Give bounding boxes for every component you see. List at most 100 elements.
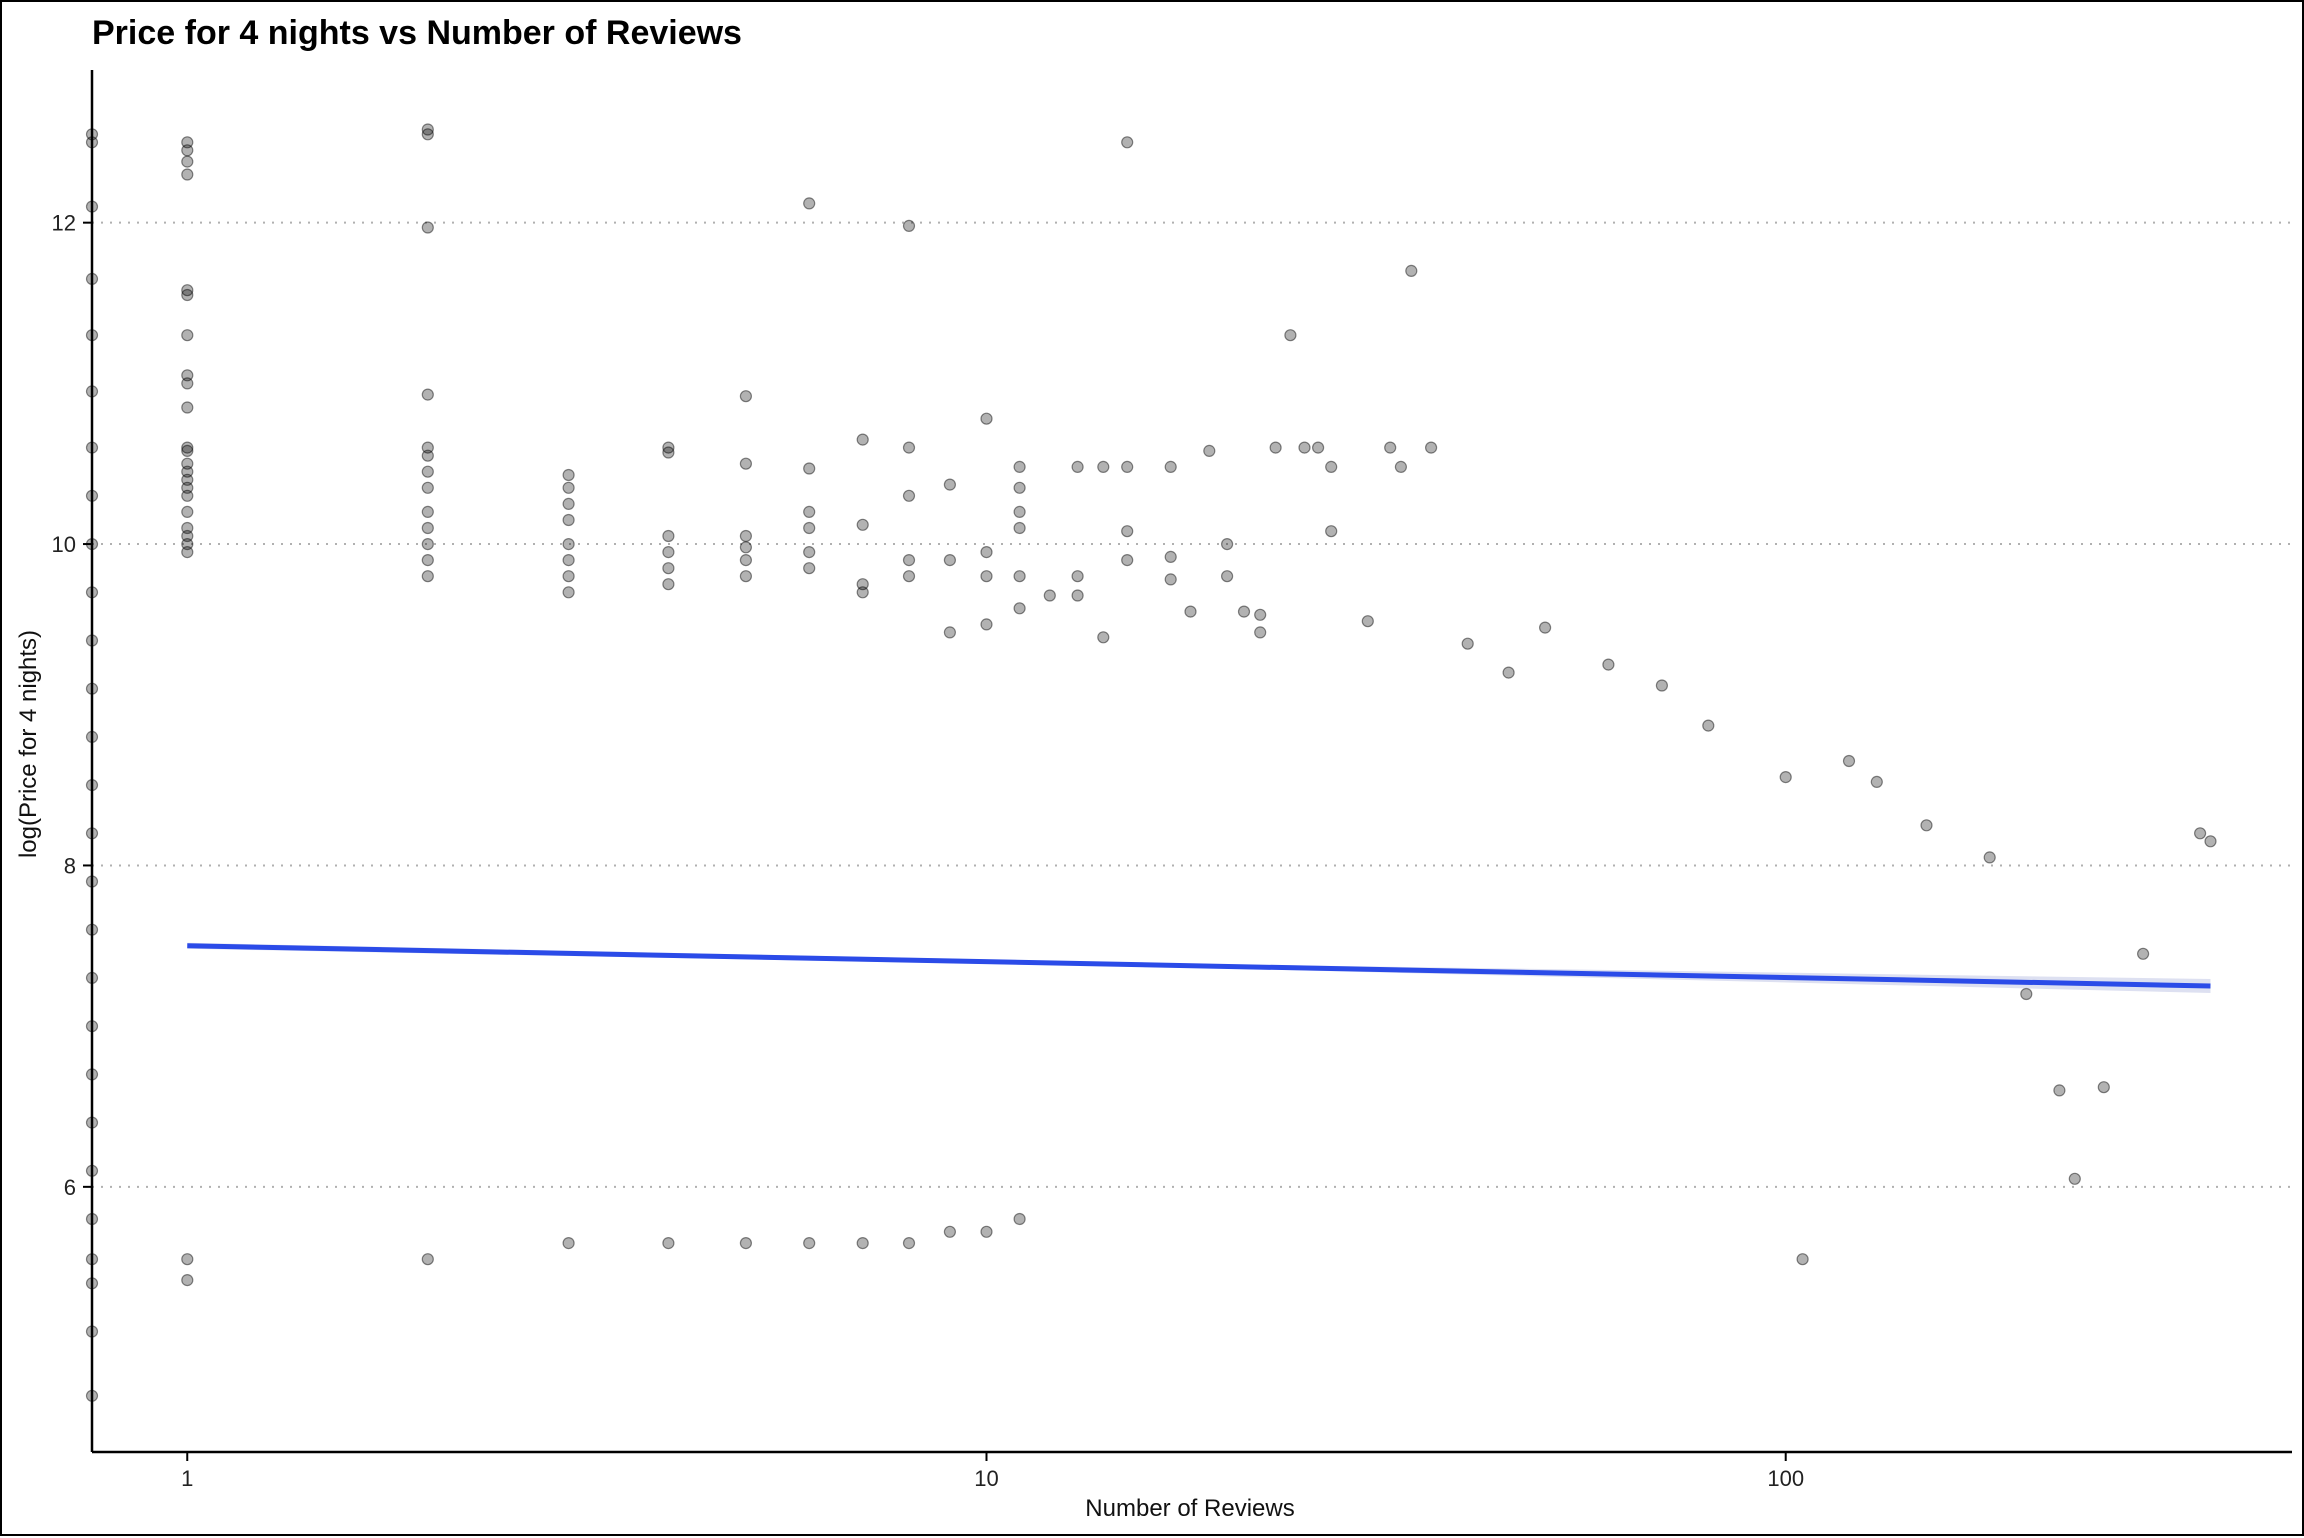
data-point <box>1311 441 1325 454</box>
data-point <box>1461 637 1474 650</box>
data-point <box>856 518 869 531</box>
data-point <box>1405 264 1418 277</box>
data-point <box>662 545 675 559</box>
data-point <box>1655 679 1669 692</box>
data-point <box>1284 329 1297 342</box>
data-point <box>803 521 816 535</box>
data-point <box>562 586 575 599</box>
data-point <box>902 441 916 454</box>
data-point <box>1325 525 1338 538</box>
data-point <box>421 449 434 462</box>
chart-title: Price for 4 nights vs Number of Reviews <box>92 14 742 52</box>
data-point <box>1071 460 1084 473</box>
data-point <box>421 570 434 583</box>
y-tick-label: 8 <box>64 853 76 878</box>
data-point <box>1394 460 1408 473</box>
data-point <box>902 570 916 583</box>
data-point <box>181 1273 194 1287</box>
data-point <box>943 626 957 639</box>
data-point <box>1013 1212 1026 1226</box>
data-point <box>1121 525 1134 538</box>
data-point <box>1361 615 1374 628</box>
data-point <box>1870 775 1883 789</box>
data-point <box>662 441 675 454</box>
x-axis-ticks: 1 10 100 <box>181 1452 1804 1491</box>
data-point <box>181 329 194 342</box>
data-point <box>1298 441 1311 454</box>
data-point <box>662 578 675 591</box>
data-point <box>181 1253 194 1266</box>
data-point <box>2097 1081 2110 1094</box>
trend-line <box>187 943 2211 989</box>
data-point <box>803 462 816 475</box>
data-point <box>662 562 675 575</box>
data-point <box>181 444 194 457</box>
data-point <box>1842 754 1856 768</box>
data-point <box>856 433 869 446</box>
data-point <box>181 144 194 157</box>
data-point <box>1779 770 1792 784</box>
data-point <box>181 473 194 486</box>
data-point <box>421 1253 434 1266</box>
data-point <box>181 481 194 494</box>
data-point <box>181 401 194 414</box>
data-point <box>2053 1084 2066 1097</box>
data-points <box>85 123 2217 1402</box>
data-point <box>562 513 575 527</box>
data-point <box>739 541 753 554</box>
data-point <box>1164 550 1177 564</box>
y-axis-label: log(Price for 4 nights) <box>15 630 42 858</box>
y-tick-label: 12 <box>52 211 76 236</box>
data-point <box>739 1236 753 1250</box>
data-point <box>980 570 993 583</box>
data-point <box>562 570 575 583</box>
data-point <box>562 1236 575 1250</box>
data-point <box>739 529 753 543</box>
data-point <box>1220 537 1234 551</box>
grid-layer <box>92 221 2292 1188</box>
data-point <box>803 545 816 559</box>
data-point <box>739 553 753 567</box>
data-point <box>1424 441 1438 454</box>
data-point <box>1203 444 1216 457</box>
data-point <box>421 553 434 567</box>
data-point <box>181 489 194 502</box>
data-point <box>562 481 575 494</box>
data-point <box>421 481 434 494</box>
data-point <box>562 537 575 551</box>
data-point <box>421 505 434 518</box>
data-point <box>181 377 194 390</box>
data-point <box>181 441 194 454</box>
data-point <box>1097 460 1110 473</box>
data-point <box>902 219 916 232</box>
x-tick-label: 10 <box>974 1466 998 1491</box>
data-point <box>421 441 434 454</box>
data-point <box>1325 460 1338 473</box>
data-point <box>1164 573 1177 586</box>
data-point <box>803 505 816 518</box>
data-point <box>181 136 194 149</box>
data-point <box>1013 521 1026 535</box>
data-point <box>1254 626 1267 639</box>
data-point <box>1384 441 1397 454</box>
data-point <box>1602 658 1615 671</box>
data-point <box>181 521 194 535</box>
data-point <box>421 465 434 478</box>
data-point <box>562 468 575 482</box>
data-point <box>181 545 194 559</box>
data-point <box>1121 136 1134 149</box>
data-point <box>739 570 753 583</box>
data-point <box>803 562 816 575</box>
data-point <box>1254 608 1267 621</box>
data-point <box>2204 835 2217 848</box>
data-point <box>902 553 916 567</box>
x-tick-label: 100 <box>1767 1466 1804 1491</box>
data-point <box>662 446 675 459</box>
data-point <box>1097 631 1110 644</box>
data-point <box>739 390 753 403</box>
data-point <box>421 537 434 551</box>
data-point <box>803 1236 816 1250</box>
data-point <box>980 1225 993 1238</box>
data-point <box>1071 570 1084 583</box>
